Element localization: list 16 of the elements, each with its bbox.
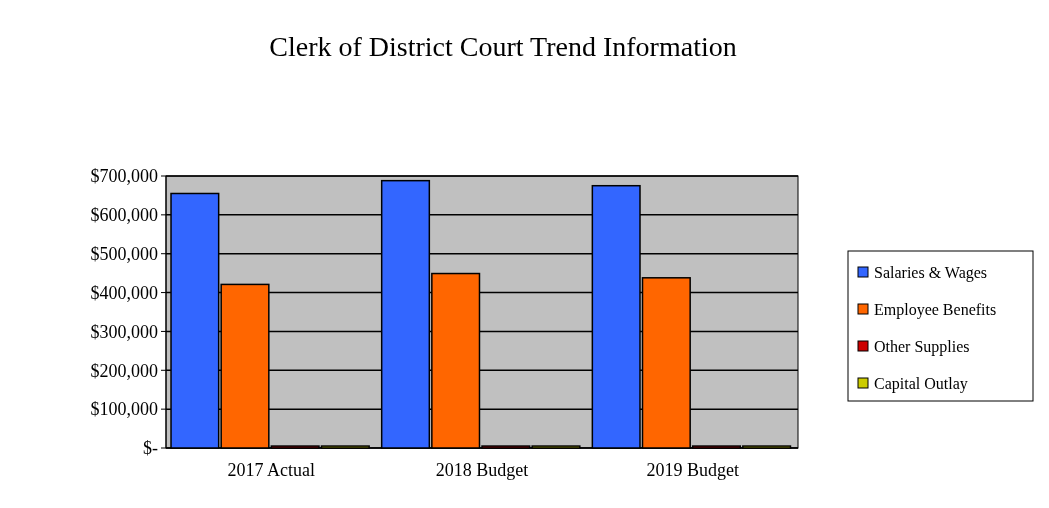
legend-label: Salaries & Wages: [874, 263, 988, 282]
chart-title: Clerk of District Court Trend Information: [269, 31, 737, 62]
legend-label: Other Supplies: [874, 337, 970, 356]
y-tick-label: $200,000: [90, 360, 158, 381]
y-tick-label: $600,000: [90, 205, 158, 226]
y-tick-label: $300,000: [90, 321, 158, 342]
y-tick-label: $400,000: [90, 282, 158, 303]
y-tick-label: $-: [143, 438, 158, 459]
x-tick-label: 2019 Budget: [646, 460, 739, 480]
y-tick-label: $500,000: [90, 244, 158, 265]
x-tick-label: 2018 Budget: [435, 460, 529, 480]
x-tick-label: 2017 Actual: [227, 460, 316, 480]
legend-label: Capital Outlay: [874, 374, 968, 393]
legend-label: Employee Benefits: [874, 300, 997, 319]
y-tick-label: $700,000: [90, 166, 158, 187]
y-tick-label: $100,000: [90, 399, 158, 420]
